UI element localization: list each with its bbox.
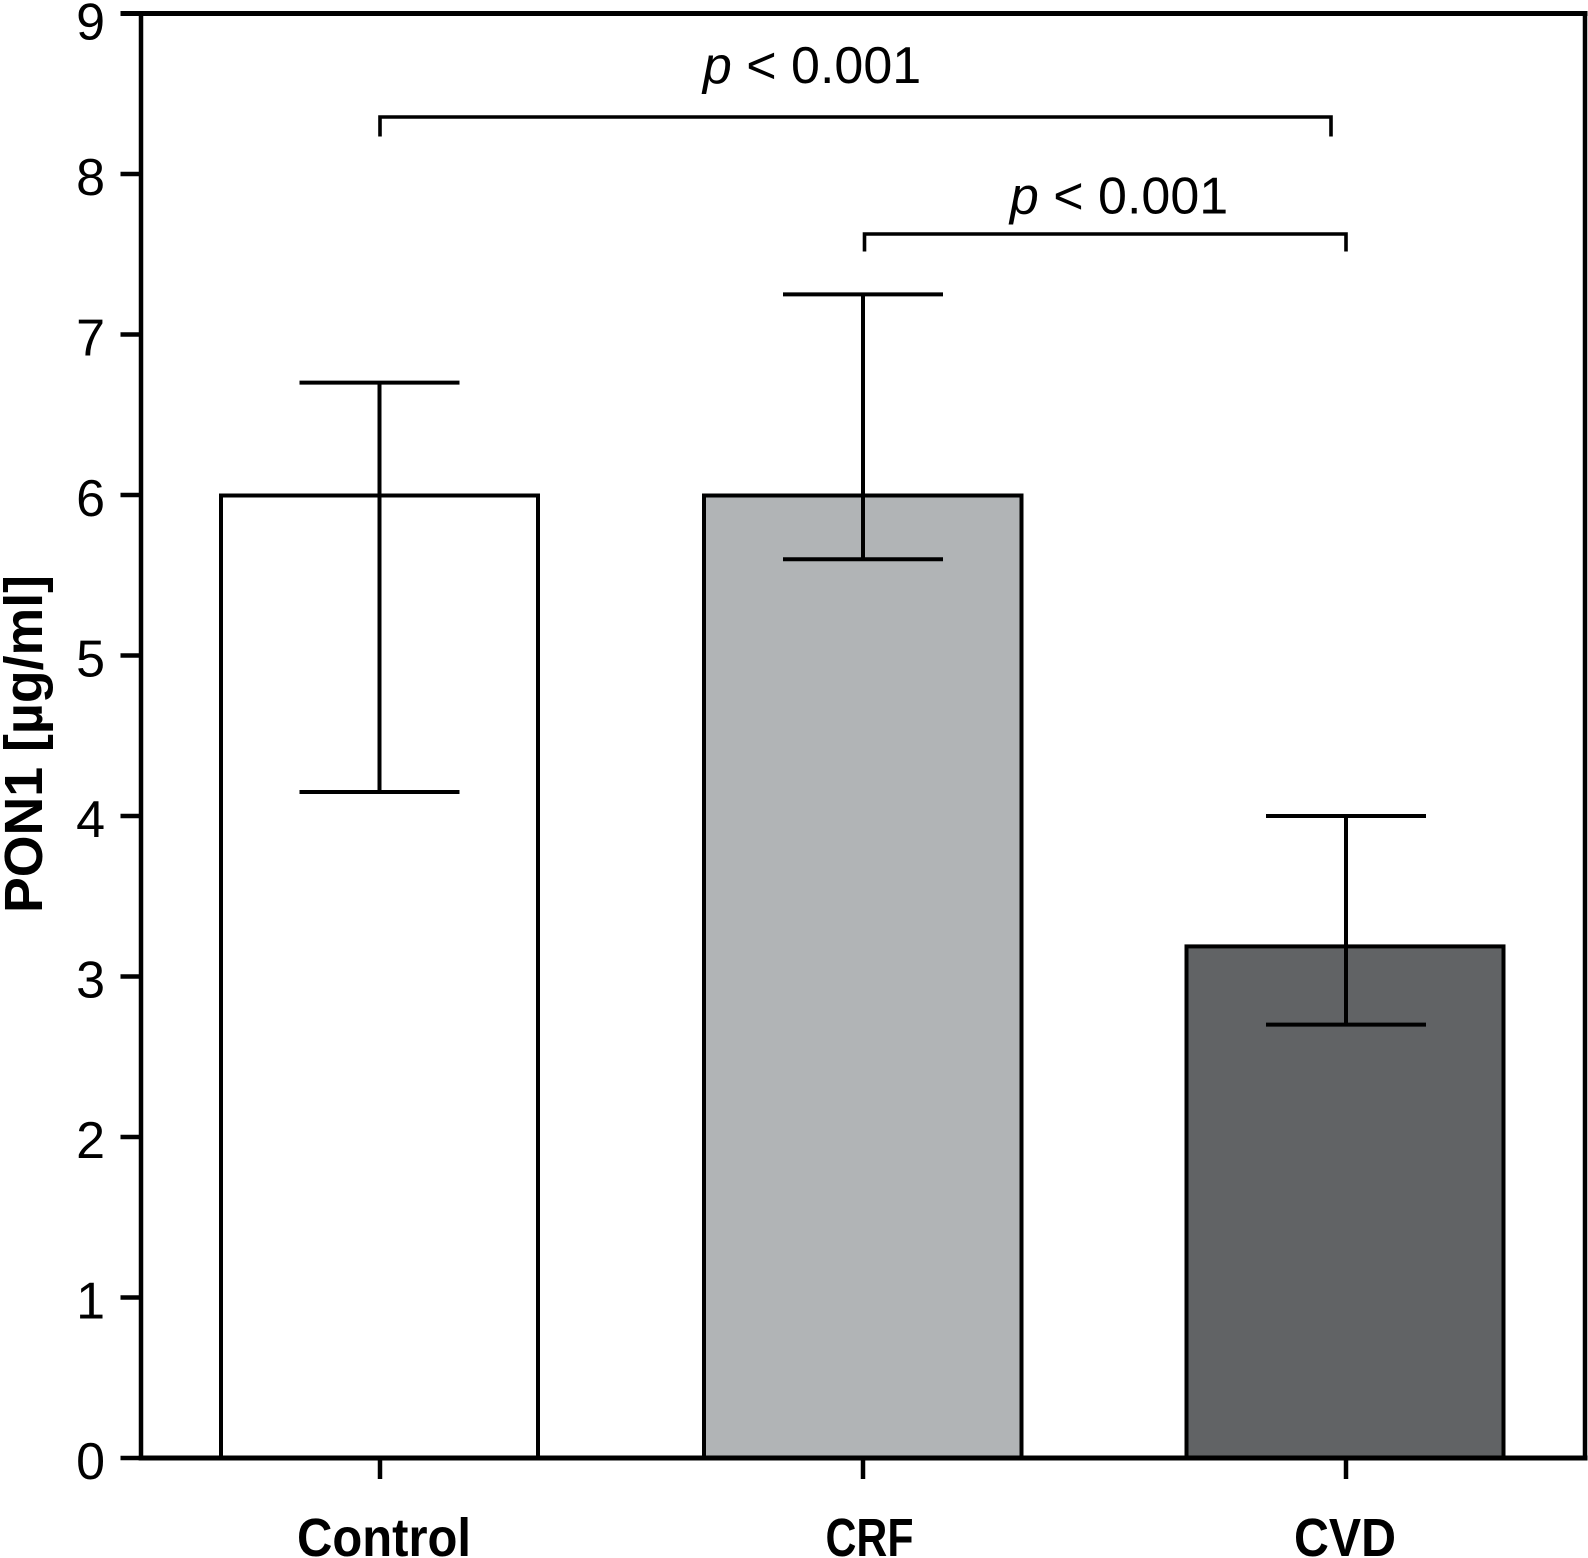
svg-text:2: 2 (76, 1112, 105, 1170)
svg-text:PON1 [µg/ml]: PON1 [µg/ml] (0, 575, 54, 913)
svg-text:7: 7 (76, 310, 105, 368)
svg-text:Control: Control (297, 1508, 471, 1558)
svg-text:8: 8 (76, 149, 105, 207)
svg-text:3: 3 (76, 952, 105, 1010)
svg-text:p < 0.001: p < 0.001 (1008, 168, 1228, 226)
svg-text:CRF: CRF (826, 1508, 914, 1558)
svg-text:5: 5 (76, 631, 105, 689)
svg-text:9: 9 (76, 0, 105, 52)
svg-text:1: 1 (76, 1273, 105, 1331)
svg-text:CVD: CVD (1294, 1508, 1396, 1558)
svg-text:p < 0.001: p < 0.001 (701, 37, 921, 95)
svg-text:4: 4 (76, 791, 105, 849)
svg-text:0: 0 (76, 1433, 105, 1491)
svg-text:6: 6 (76, 470, 105, 528)
